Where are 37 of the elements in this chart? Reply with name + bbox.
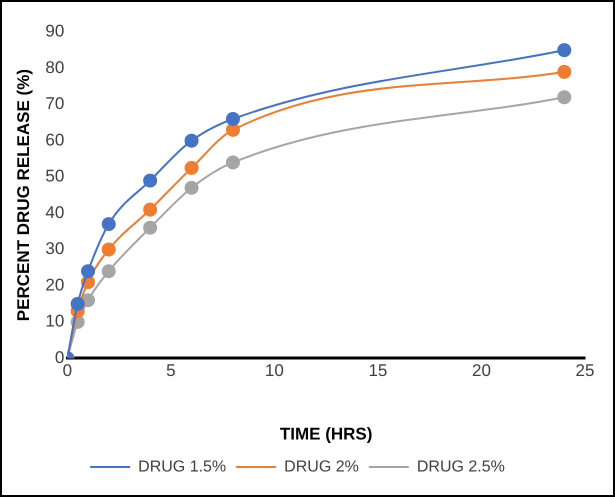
y-axis-title: PERCENT DRUG RELEASE (%) [14,69,33,322]
point [557,90,572,104]
point [184,134,199,148]
point [102,264,116,278]
x-tick-label: 15 [368,361,388,380]
y-tick-label: 80 [45,58,64,77]
point [184,180,199,195]
point [226,155,240,170]
point [143,174,158,188]
y-tick-label: 20 [45,275,64,294]
y-tick-label: 90 [45,22,64,41]
point [557,64,572,79]
y-tick-label: 30 [45,239,64,258]
y-tick-label: 50 [45,166,64,186]
point [102,242,116,256]
point [143,202,158,217]
legend-label: DRUG 2.5% [416,458,505,476]
y-tick-label: 60 [45,130,64,150]
x-tick-label: 5 [166,361,176,380]
point [184,160,199,175]
legend-label: DRUG 2% [284,458,359,476]
point [226,112,240,126]
point [70,296,85,311]
x-tick-label: 10 [264,361,284,380]
x-tick-label: 20 [472,361,491,380]
point [557,43,572,58]
legend-label: DRUG 1.5% [138,458,226,476]
point [102,217,116,232]
x-axis-title: TIME (HRS) [280,424,372,444]
point [143,220,158,235]
point [226,122,240,137]
x-tick-label: 25 [576,361,594,380]
y-tick-label: 70 [45,94,64,114]
point [81,264,96,278]
y-tick-label: 40 [45,202,64,222]
y-tick-label: 10 [45,312,64,331]
y-tick-label: 0 [54,348,64,367]
